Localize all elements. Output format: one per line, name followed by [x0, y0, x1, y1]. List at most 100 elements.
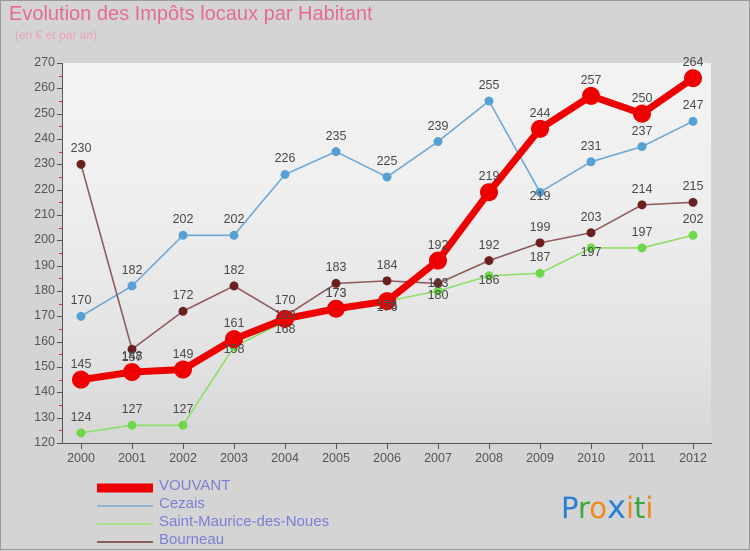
data-point [480, 183, 498, 202]
data-point-label: 230 [70, 141, 92, 156]
x-axis-tick-label: 2011 [628, 451, 656, 465]
y-axis-tick [57, 63, 63, 64]
data-point [76, 159, 86, 169]
y-axis-tick-label: 150 [34, 359, 55, 373]
y-axis-minor-tick [59, 405, 63, 406]
y-axis-tick-label: 130 [34, 409, 55, 424]
data-point-label: 257 [580, 72, 602, 87]
y-axis-tick [57, 88, 63, 90]
logo-letter: t [634, 491, 646, 525]
y-axis-tick-label: 210 [34, 207, 55, 221]
data-point [633, 104, 651, 123]
y-axis-minor-tick [59, 227, 63, 229]
data-point [178, 420, 188, 430]
data-point-label: 184 [376, 257, 398, 272]
y-axis-minor-tick [59, 303, 63, 305]
x-axis-tick-label: 2006 [373, 451, 401, 465]
data-point [484, 96, 494, 106]
y-axis-minor-tick [59, 354, 63, 356]
data-point-label: 183 [427, 276, 449, 291]
x-axis-tick [132, 443, 133, 449]
data-point-label: 202 [223, 212, 245, 227]
data-point-labels: 145 148 149 161 169 173 176 192 219 244 257 250 264 1… [63, 55, 711, 443]
data-point-label: 127 [121, 402, 143, 417]
data-point [535, 187, 545, 197]
data-point [123, 363, 141, 382]
data-point [433, 286, 443, 296]
data-point-label: 176 [376, 300, 398, 315]
y-axis-minor-tick [59, 101, 63, 102]
y-axis-tick-label: 200 [34, 232, 55, 247]
x-axis-tick [693, 443, 694, 449]
x-axis-tick-label: 2005 [322, 451, 350, 465]
x-axis-tick-label: 2000 [67, 451, 95, 465]
y-axis-tick [57, 113, 63, 115]
data-point-label: 173 [325, 285, 347, 300]
data-point-label: 187 [529, 250, 551, 265]
legend-color-swatch [97, 483, 153, 493]
data-point-label: 214 [631, 181, 653, 196]
data-point [331, 278, 341, 288]
data-point-label: 244 [529, 105, 551, 120]
data-point-label: 239 [427, 118, 449, 133]
data-point-label: 202 [172, 212, 194, 227]
data-point [76, 311, 86, 321]
y-axis-tick-label: 230 [34, 156, 55, 171]
x-axis-tick [642, 443, 643, 449]
x-axis-tick [285, 443, 286, 449]
data-point-label: 182 [121, 262, 143, 277]
y-axis-tick [57, 367, 63, 368]
data-point-label: 219 [478, 169, 500, 184]
data-point [127, 281, 137, 291]
data-point [535, 238, 545, 248]
logo-letter: i [645, 491, 654, 525]
x-axis-tick-label: 2009 [526, 451, 554, 465]
data-point-label: 170 [70, 293, 92, 308]
data-point-label: 197 [631, 224, 653, 239]
data-point [684, 69, 702, 88]
x-axis-tick [438, 443, 439, 449]
data-point [484, 271, 494, 281]
y-axis-tick [57, 164, 63, 166]
legend-label: Bourneau [159, 531, 225, 548]
data-point-label: 124 [70, 409, 92, 424]
data-point-label: 231 [580, 138, 602, 153]
data-point [586, 228, 596, 238]
data-point [72, 370, 90, 389]
x-axis-tick [591, 443, 592, 449]
data-point [276, 309, 294, 328]
y-axis-tick [57, 240, 63, 242]
data-point [688, 230, 698, 240]
data-point [178, 306, 188, 316]
legend-color-swatch [97, 505, 153, 507]
data-point-label: 219 [529, 189, 551, 204]
y-axis-tick [57, 189, 63, 191]
data-point-label: 149 [172, 346, 194, 361]
data-point [331, 147, 341, 157]
data-point [433, 278, 443, 288]
data-point-label: 180 [427, 288, 449, 302]
y-axis-tick [57, 341, 63, 343]
x-axis-tick [540, 443, 541, 449]
data-point-label: 226 [274, 151, 296, 166]
data-point [484, 256, 494, 266]
x-axis-tick [234, 443, 235, 449]
data-point-label: 176 [376, 298, 398, 313]
chart-svg [72, 69, 702, 438]
data-point [327, 299, 345, 318]
data-point-label: 237 [631, 123, 653, 138]
y-axis-minor-tick [59, 278, 63, 280]
y-axis-minor-tick [59, 75, 63, 77]
legend-color-swatch [97, 541, 153, 543]
y-axis-minor-tick [59, 253, 63, 254]
y-axis-tick-label: 140 [34, 384, 55, 399]
data-point-label: 145 [70, 356, 92, 371]
y-axis-tick-label: 250 [34, 105, 55, 120]
data-point [174, 360, 192, 379]
data-point [382, 276, 392, 286]
x-axis-tick [81, 443, 82, 449]
data-point-label: 173 [325, 285, 347, 300]
y-axis-tick-label: 220 [34, 181, 55, 196]
legend-label: Cezais [159, 495, 205, 512]
